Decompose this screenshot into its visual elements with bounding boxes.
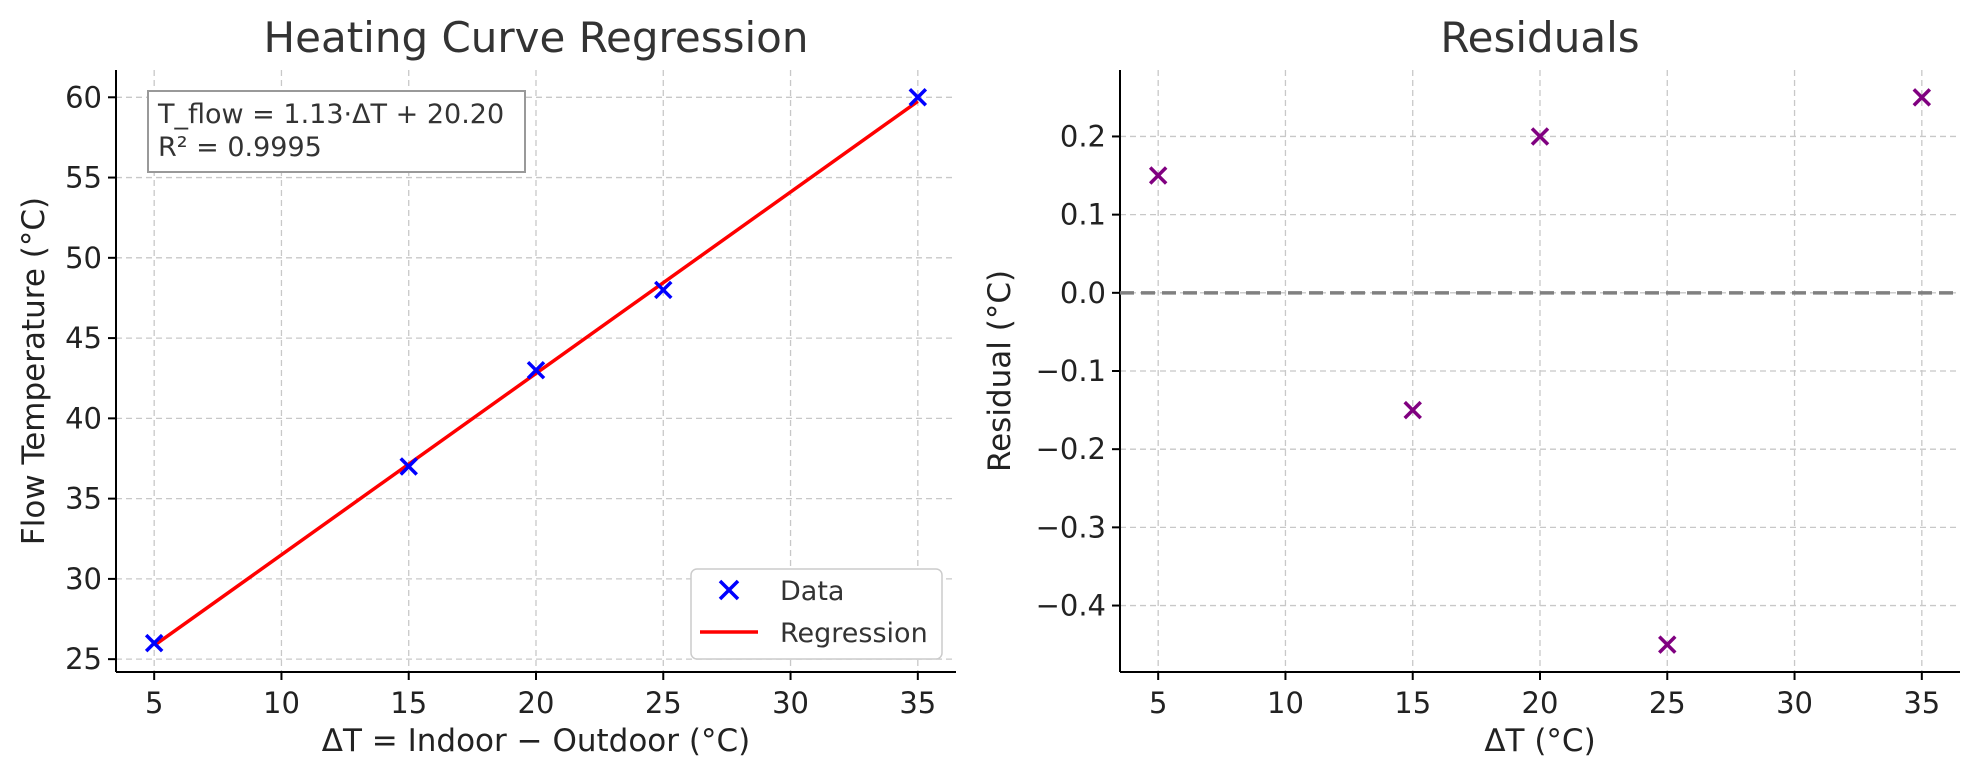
regression-y-tick-label: 55 <box>65 161 102 195</box>
residuals-x-tick-label: 10 <box>1267 686 1304 720</box>
residuals-y-tick-label: 0.2 <box>1060 119 1106 153</box>
regression-line <box>153 99 919 647</box>
regression-y-tick-label: 45 <box>65 321 102 355</box>
residuals-x-tick-label: 5 <box>1149 686 1167 720</box>
regression-y-tick-label: 25 <box>65 642 102 676</box>
residuals-ticks: 5 10 15 20 25 30 35 −0.4 −0.3 −0.2 −0.1 0.0 0.1 0.2 <box>1036 119 1941 720</box>
legend: Data Regression <box>690 568 943 660</box>
regression-y-tick-label: 30 <box>65 562 102 596</box>
residuals-data-point <box>1912 88 1932 107</box>
regression-chart: Heating Curve Regression 5 10 15 20 25 30 35 25… <box>16 13 956 759</box>
residuals-x-axis-label: ΔT (°C) <box>1484 723 1595 759</box>
residuals-marks <box>1120 88 1960 654</box>
regression-x-tick-label: 35 <box>899 686 936 720</box>
equation-text: T_flow = 1.13·ΔT + 20.20 <box>157 99 504 130</box>
residuals-x-tick-label: 20 <box>1522 686 1559 720</box>
residuals-chart-title: Residuals <box>1440 13 1639 62</box>
regression-y-tick-label: 35 <box>65 482 102 516</box>
equation-annotation-box <box>147 90 526 173</box>
regression-data-point <box>908 88 928 107</box>
equation-annotation: T_flow = 1.13·ΔT + 20.20 R² = 0.9995 <box>147 90 526 173</box>
regression-x-axis-label: ΔT = Indoor − Outdoor (°C) <box>322 723 750 759</box>
regression-x-tick-label: 25 <box>645 686 682 720</box>
residuals-x-tick-label: 35 <box>1903 686 1940 720</box>
regression-y-tick-label: 40 <box>65 401 102 435</box>
residuals-x-tick-label: 15 <box>1394 686 1431 720</box>
legend-data-marker <box>718 579 740 601</box>
residuals-y-tick-label: −0.2 <box>1036 432 1106 466</box>
regression-data-point <box>399 457 418 476</box>
legend-regression-label: Regression <box>780 618 928 649</box>
residuals-x-tick-label: 30 <box>1776 686 1813 720</box>
regression-chart-title: Heating Curve Regression <box>264 13 809 62</box>
r-squared-text: R² = 0.9995 <box>158 132 322 163</box>
residuals-y-tick-label: −0.3 <box>1036 510 1106 544</box>
legend-box <box>690 568 943 660</box>
residuals-y-tick-label: 0.1 <box>1060 198 1106 232</box>
residuals-data-point <box>1403 400 1422 420</box>
regression-marks <box>144 88 928 653</box>
regression-ticks: 5 10 15 20 25 30 35 25 30 35 40 45 50 55 60 <box>65 80 936 720</box>
residuals-chart: Residuals 5 10 15 20 25 30 35 −0.4 −0.3 −0.2 −0.1 0… <box>982 13 1960 759</box>
residuals-y-tick-label: −0.1 <box>1036 354 1106 388</box>
residuals-x-tick-label: 25 <box>1649 686 1686 720</box>
residuals-y-axis-label: Residual (°C) <box>982 270 1018 472</box>
regression-x-tick-label: 15 <box>390 686 427 720</box>
regression-x-tick-label: 10 <box>263 686 300 720</box>
residuals-data-point <box>1658 635 1677 654</box>
regression-x-tick-label: 5 <box>145 686 163 720</box>
regression-data-point <box>526 360 546 380</box>
regression-y-tick-label: 50 <box>65 241 102 275</box>
regression-x-tick-label: 20 <box>518 686 555 720</box>
legend-data-label: Data <box>780 576 844 607</box>
regression-x-tick-label: 30 <box>772 686 809 720</box>
residuals-y-tick-label: −0.4 <box>1036 589 1106 623</box>
regression-y-tick-label: 60 <box>65 80 102 114</box>
residuals-data-point <box>1148 166 1168 185</box>
regression-data-point <box>144 633 164 653</box>
regression-data-point <box>654 280 673 300</box>
residuals-y-tick-label: 0.0 <box>1060 276 1106 310</box>
regression-y-axis-label: Flow Temperature (°C) <box>16 197 52 545</box>
residuals-data-point <box>1530 127 1550 146</box>
